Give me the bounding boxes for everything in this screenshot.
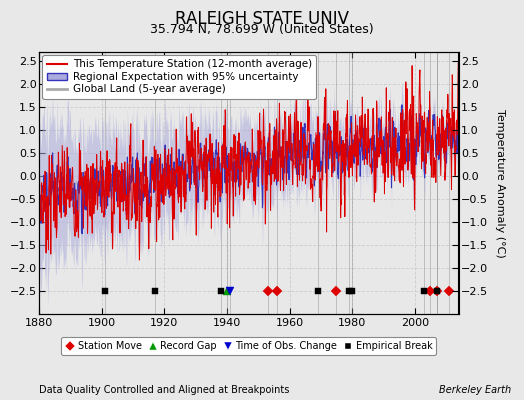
Text: Data Quality Controlled and Aligned at Breakpoints: Data Quality Controlled and Aligned at B… [39, 385, 290, 395]
Legend: Station Move, Record Gap, Time of Obs. Change, Empirical Break: Station Move, Record Gap, Time of Obs. C… [61, 337, 436, 355]
Text: Berkeley Earth: Berkeley Earth [439, 385, 511, 395]
Text: 35.794 N, 78.699 W (United States): 35.794 N, 78.699 W (United States) [150, 23, 374, 36]
Y-axis label: Temperature Anomaly (°C): Temperature Anomaly (°C) [495, 109, 505, 257]
Text: RALEIGH STATE UNIV: RALEIGH STATE UNIV [175, 10, 349, 28]
